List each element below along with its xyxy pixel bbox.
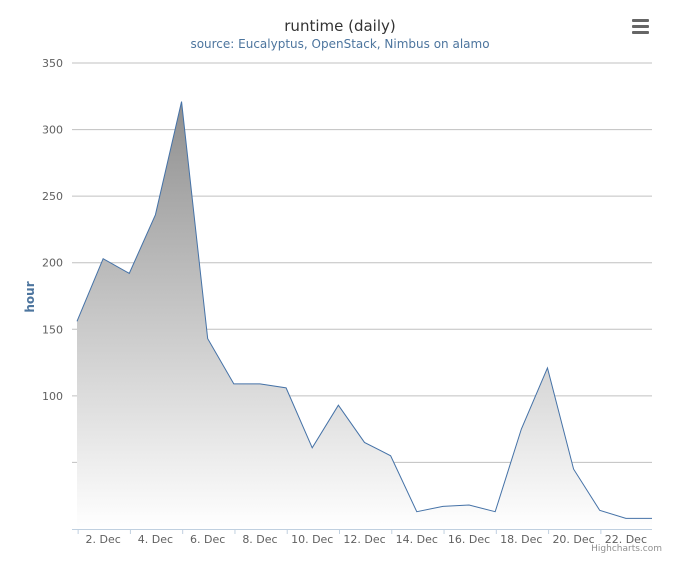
x-tick-label: 8. Dec [242,533,277,546]
data-point[interactable] [257,381,263,387]
data-point[interactable] [309,445,315,451]
x-tick-label: 16. Dec [448,533,490,546]
x-tick-label: 18. Dec [500,533,542,546]
series-line [76,101,652,519]
y-axis-label: hour [23,281,37,312]
data-point[interactable] [649,515,655,521]
data-point[interactable] [335,402,341,408]
data-point[interactable] [152,212,158,218]
data-point[interactable] [179,99,185,105]
x-tick-label: 6. Dec [190,533,225,546]
data-point[interactable] [518,426,524,432]
data-point[interactable] [544,365,550,371]
data-point[interactable] [74,318,80,324]
data-point[interactable] [231,381,237,387]
x-tick-label: 10. Dec [291,533,333,546]
data-point[interactable] [283,385,289,391]
data-point[interactable] [388,453,394,459]
data-point[interactable] [414,509,420,515]
chart-title: runtime (daily) [284,17,396,35]
x-tick-label: 22. Dec [605,533,647,546]
data-point[interactable] [126,270,132,276]
data-point[interactable] [440,503,446,509]
x-tick-label: 20. Dec [552,533,594,546]
hamburger-menu-icon[interactable] [630,19,652,37]
area-fill [77,101,652,530]
data-point[interactable] [623,515,629,521]
data-point[interactable] [205,336,211,342]
data-point[interactable] [571,466,577,472]
x-tick-label: 12. Dec [343,533,385,546]
data-point[interactable] [492,509,498,515]
y-tick-label: 100 [42,390,63,403]
x-tick-label: 2. Dec [85,533,120,546]
data-point[interactable] [597,507,603,513]
data-point[interactable] [362,439,368,445]
y-tick-label: 300 [42,124,63,137]
y-tick-label: 150 [42,323,63,336]
credits-link[interactable]: Highcharts.com [591,544,662,554]
chart-subtitle: source: Eucalyptus, OpenStack, Nimbus on… [190,37,490,51]
x-tick-label: 4. Dec [138,533,173,546]
data-point[interactable] [100,256,106,262]
y-tick-label: 350 [42,57,63,70]
y-tick-label: 250 [42,190,63,203]
data-point[interactable] [466,502,472,508]
x-tick-label: 14. Dec [396,533,438,546]
y-tick-label: 200 [42,257,63,270]
